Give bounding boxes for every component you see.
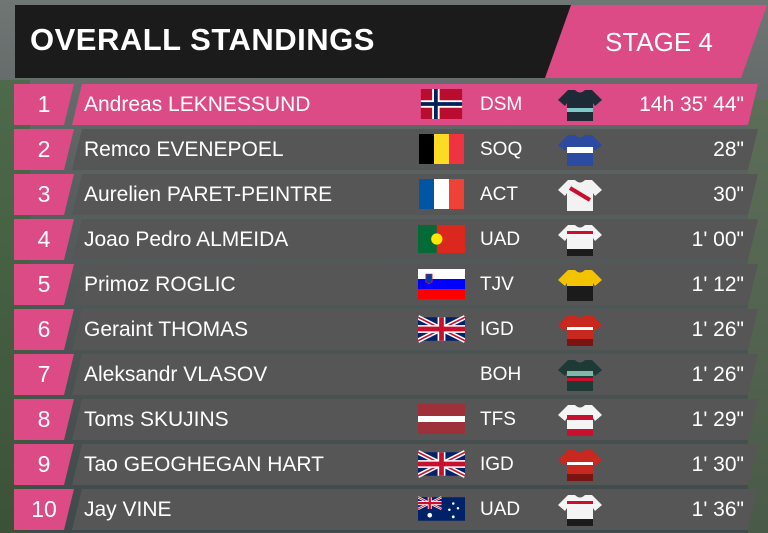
- team-code: DSM: [480, 94, 523, 115]
- time-value: 1' 26": [691, 318, 744, 341]
- france-flag-icon: [418, 179, 465, 209]
- page-title: OVERALL STANDINGS: [30, 22, 375, 57]
- team-code: TFS: [480, 409, 516, 430]
- team-code: BOH: [480, 364, 522, 385]
- title-bar: [15, 5, 575, 78]
- team-code: UAD: [480, 229, 521, 250]
- rider-name: Primoz ROGLIC: [84, 273, 236, 296]
- team-uad-jersey-icon: [558, 493, 602, 526]
- time-value: 28": [713, 138, 744, 161]
- team-code: SOQ: [480, 139, 523, 160]
- time-cell: [608, 219, 758, 260]
- time-value: 30": [713, 183, 744, 206]
- rank-cell: 7: [14, 354, 74, 395]
- time-value: 1' 29": [691, 408, 744, 431]
- time-cell: [608, 264, 758, 305]
- rider-cell: [72, 354, 552, 395]
- time-cell: [608, 309, 758, 350]
- team-code: UAD: [480, 499, 521, 520]
- table-row: 10 Jay VINE UAD 1' 36": [14, 489, 762, 530]
- portugal-flag-icon: [418, 224, 465, 254]
- stage-badge: [545, 5, 767, 78]
- table-row: 4 Joao Pedro ALMEIDA UAD 1' 00": [14, 219, 762, 260]
- rider-cell: [72, 219, 552, 260]
- team-code: IGD: [480, 454, 514, 475]
- rank-cell: 10: [14, 489, 74, 530]
- rider-cell: [72, 264, 552, 305]
- table-row: 1 Andreas LEKNESSUND DSM 14h 35' 44": [14, 84, 762, 125]
- rider-cell: [72, 84, 552, 125]
- time-value: 14h 35' 44": [639, 93, 744, 116]
- team-boh-jersey-icon: [558, 358, 602, 391]
- time-cell: [608, 489, 758, 530]
- rank-cell: 5: [14, 264, 74, 305]
- rank-cell: 8: [14, 399, 74, 440]
- time-cell: [608, 354, 758, 395]
- table-row: 5 Primoz ROGLIC TJV 1' 12": [14, 264, 762, 305]
- team-soq-jersey-icon: [558, 133, 602, 166]
- great-britain-flag-icon: [418, 314, 465, 344]
- stage-label: STAGE 4: [605, 27, 713, 57]
- rank-cell: 2: [14, 129, 74, 170]
- rider-cell: [72, 444, 552, 485]
- team-igd-jersey-icon: [558, 313, 602, 346]
- background-scenery-right: [748, 100, 768, 533]
- rank-cell: 6: [14, 309, 74, 350]
- team-code: IGD: [480, 319, 514, 340]
- rank-cell: 9: [14, 444, 74, 485]
- table-row: 6 Geraint THOMAS IGD 1' 26": [14, 309, 762, 350]
- time-value: 1' 36": [691, 498, 744, 521]
- rider-name: Toms SKUJINS: [84, 408, 229, 431]
- rider-name: Geraint THOMAS: [84, 318, 249, 341]
- time-value: 1' 30": [691, 453, 744, 476]
- table-row: 2 Remco EVENEPOEL SOQ 28": [14, 129, 762, 170]
- rider-name: Joao Pedro ALMEIDA: [84, 228, 289, 251]
- belgium-flag-icon: [418, 134, 465, 164]
- team-dsm-jersey-icon: [558, 88, 602, 121]
- rider-name: Tao GEOGHEGAN HART: [84, 453, 325, 476]
- great-britain-flag-icon: [418, 449, 465, 479]
- table-row: 9 Tao GEOGHEGAN HART IGD 1' 30": [14, 444, 762, 485]
- rider-name: Remco EVENEPOEL: [84, 138, 284, 161]
- rider-name: Jay VINE: [84, 498, 172, 521]
- slovenia-flag-icon: [418, 269, 465, 299]
- rank-cell: 3: [14, 174, 74, 215]
- australia-flag-icon: [418, 494, 465, 524]
- time-cell: [608, 399, 758, 440]
- rider-cell: [72, 489, 552, 530]
- team-igd-jersey-icon: [558, 448, 602, 481]
- table-row: 3 Aurelien PARET-PEINTRE ACT 30": [14, 174, 762, 215]
- time-cell: [608, 444, 758, 485]
- rider-name: Aleksandr VLASOV: [84, 363, 268, 386]
- team-code: ACT: [480, 184, 518, 205]
- time-value: 1' 00": [691, 228, 744, 251]
- time-value: 1' 12": [691, 273, 744, 296]
- team-uad-jersey-icon: [558, 223, 602, 256]
- rider-cell: [72, 399, 552, 440]
- rider-cell: [72, 174, 552, 215]
- rider-name: Andreas LEKNESSUND: [84, 93, 311, 116]
- table-row: 7 Aleksandr VLASOV BOH 1' 26": [14, 354, 762, 395]
- rank-cell: 4: [14, 219, 74, 260]
- rider-cell: [72, 129, 552, 170]
- rank-cell: 1: [14, 84, 74, 125]
- norway-flag-icon: [418, 89, 465, 119]
- time-cell: [608, 174, 758, 215]
- rider-cell: [72, 309, 552, 350]
- time-cell: [608, 84, 758, 125]
- team-code: TJV: [480, 274, 514, 295]
- team-act-jersey-icon: [558, 178, 602, 211]
- latvia-flag-icon: [418, 404, 465, 434]
- team-tfs-jersey-icon: [558, 403, 602, 436]
- time-cell: [608, 129, 758, 170]
- time-value: 1' 26": [691, 363, 744, 386]
- rider-name: Aurelien PARET-PEINTRE: [84, 183, 333, 206]
- table-row: 8 Toms SKUJINS TFS 1' 29": [14, 399, 762, 440]
- team-tjv-jersey-icon: [558, 268, 602, 301]
